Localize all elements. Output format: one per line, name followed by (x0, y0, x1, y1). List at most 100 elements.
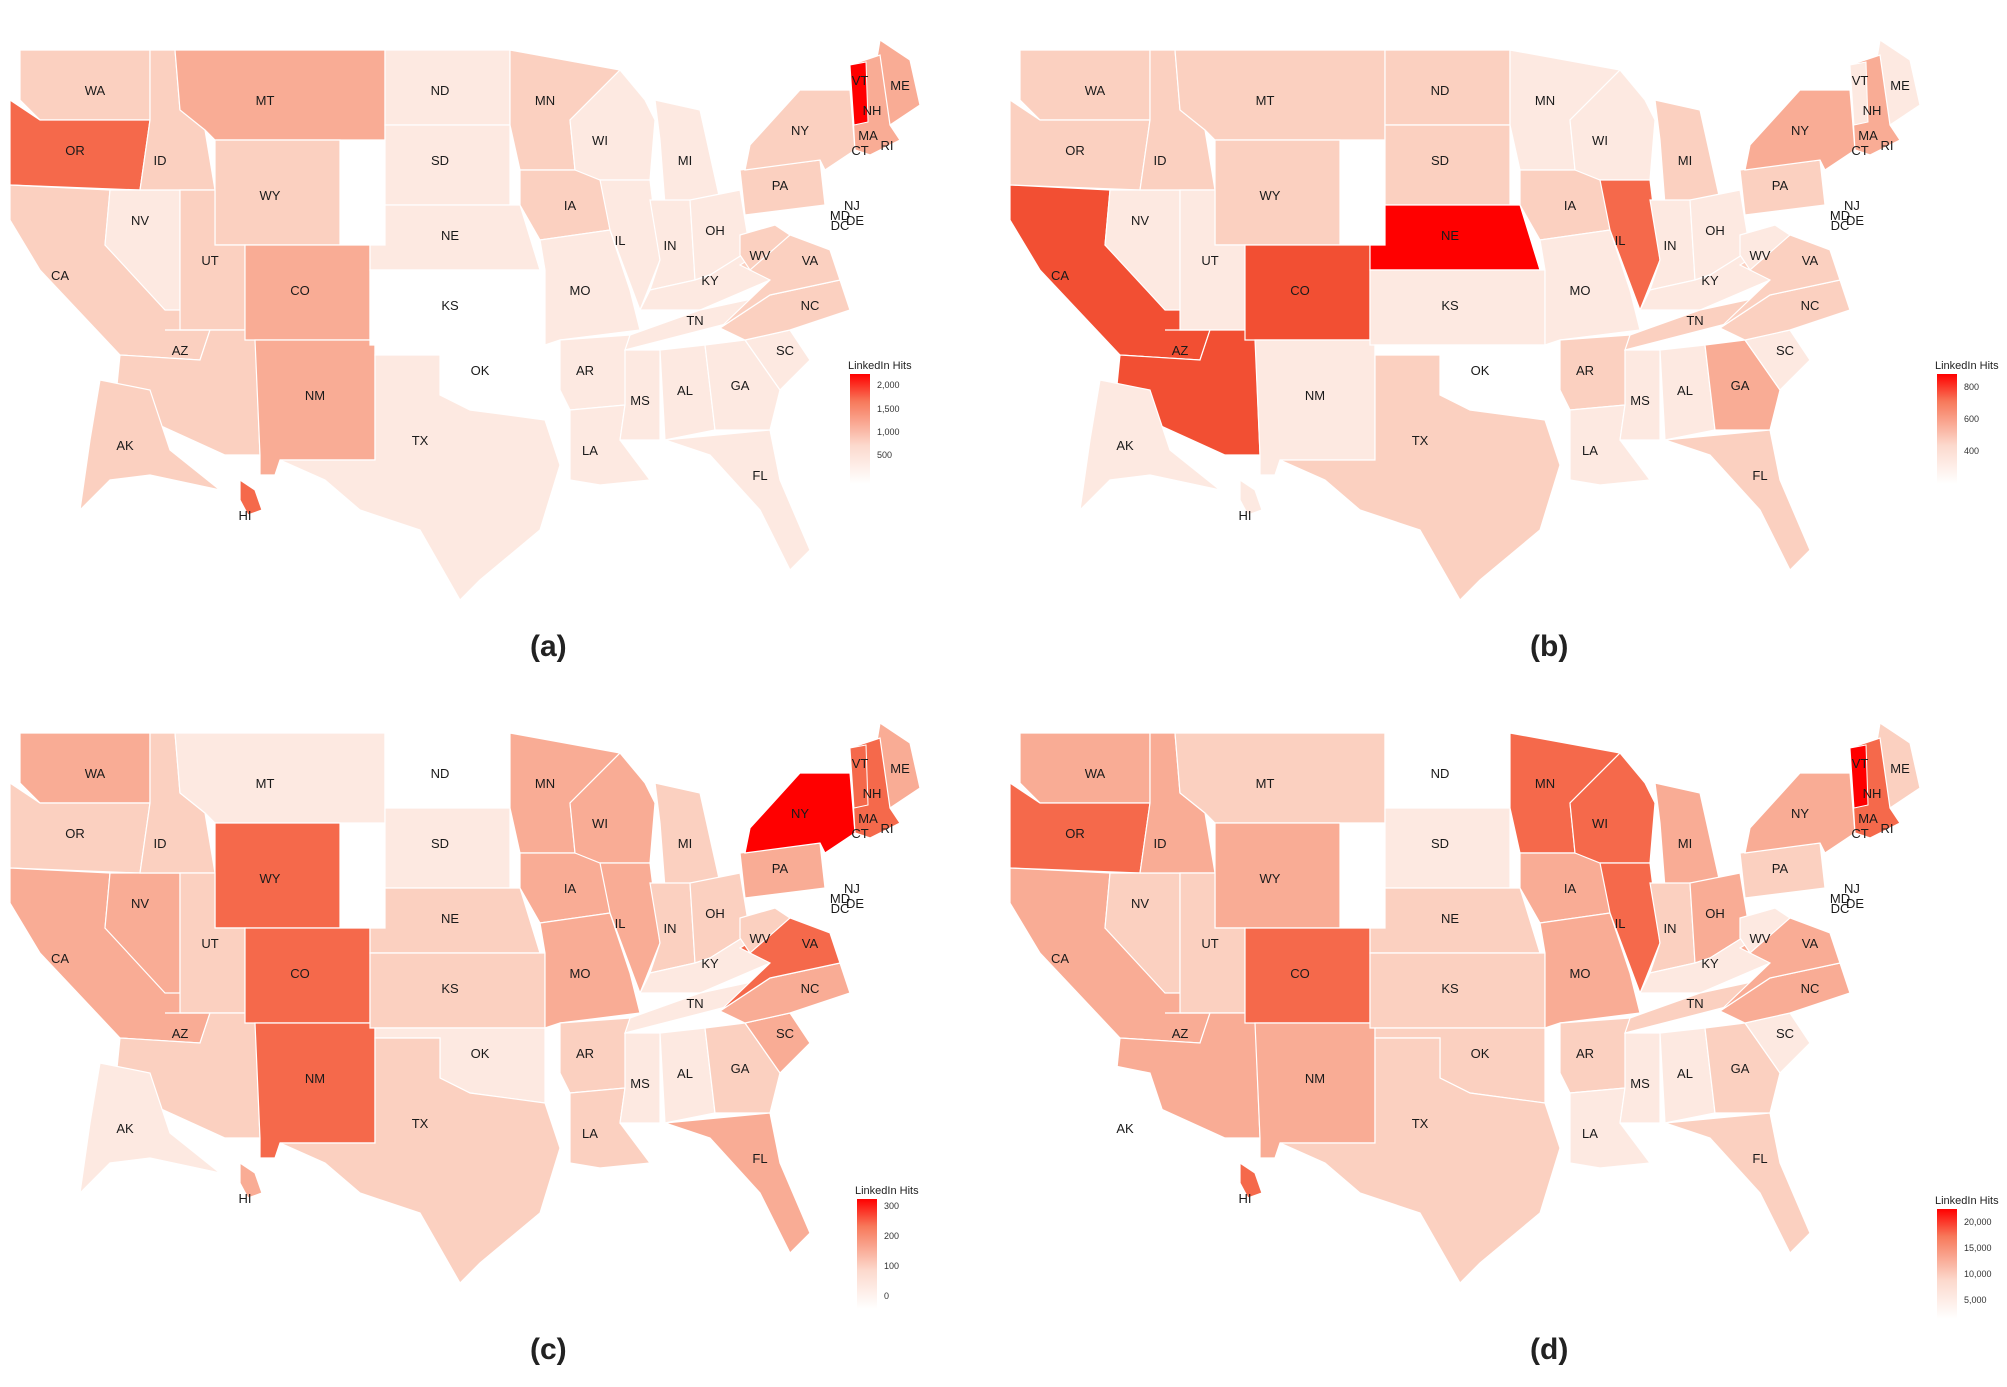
state-label-nh: NH (863, 103, 882, 118)
state-label-nm: NM (305, 388, 325, 403)
state-label-wv: WV (1750, 931, 1771, 946)
state-label-co: CO (290, 966, 310, 981)
state-label-dc: DC (831, 218, 850, 233)
state-label-ma: MA (1858, 811, 1878, 826)
state-label-or: OR (1065, 826, 1085, 841)
state-label-ms: MS (630, 1076, 650, 1091)
legend-color-bar (850, 374, 870, 484)
state-region-wi (1569, 752, 1656, 864)
state-label-az: AZ (172, 343, 189, 358)
state-region-vt (1849, 744, 1869, 809)
state-label-tn: TN (1686, 313, 1703, 328)
state-region-vt (849, 744, 869, 809)
state-region-nm (1254, 339, 1376, 476)
state-region-hi (239, 478, 263, 516)
state-label-in: IN (1664, 238, 1677, 253)
state-label-oh: OH (705, 906, 725, 921)
state-region-il (599, 179, 661, 312)
legend-tick: 200 (876, 1231, 900, 1241)
legend-tick: 5,000 (1957, 1295, 1987, 1305)
state-label-ne: NE (441, 228, 459, 243)
legend-title: LinkedIn Hits (1935, 1195, 1999, 1207)
state-label-ny: NY (1791, 806, 1809, 821)
state-label-sd: SD (1431, 836, 1449, 851)
state-label-mt: MT (256, 93, 275, 108)
state-label-or: OR (65, 826, 85, 841)
state-region-nm (254, 1022, 376, 1159)
state-region-ny (744, 772, 856, 854)
state-label-tn: TN (686, 996, 703, 1011)
map-panel-b: WA OR CA NV ID MT WY UT AZ CO NM ND SD NE KS OK TX MN IA MO… (1000, 10, 2000, 700)
legend-tick: 10,000 (1957, 1269, 1992, 1279)
state-label-mn: MN (1535, 776, 1555, 791)
legend-tick: 800 (1956, 382, 1980, 392)
state-label-vt: VT (1852, 73, 1869, 88)
legend-color-bar (1937, 1209, 1957, 1319)
state-label-va: VA (1802, 936, 1819, 951)
state-label-sc: SC (776, 1026, 794, 1041)
state-region-ky (1639, 932, 1771, 994)
state-label-ky: KY (701, 273, 719, 288)
state-label-wi: WI (592, 816, 608, 831)
state-label-ga: GA (1731, 378, 1750, 393)
state-label-ma: MA (858, 128, 878, 143)
state-region-ky (639, 932, 771, 994)
state-label-oh: OH (1705, 906, 1725, 921)
map-panel-c: WA OR CA NV ID MT WY UT AZ CO NM ND SD NE KS OK TX MN IA MO… (0, 693, 1000, 1383)
state-label-la: LA (1582, 443, 1598, 458)
legend-title: LinkedIn Hits (1935, 360, 1999, 372)
state-label-ct: CT (851, 143, 868, 158)
state-region-ky (1639, 249, 1771, 311)
state-region-ms (619, 349, 661, 441)
state-label-id: ID (154, 153, 167, 168)
state-region-tx (1279, 1037, 1561, 1284)
state-label-ar: AR (1576, 1046, 1594, 1061)
state-label-ri: RI (881, 821, 894, 836)
state-label-mi: MI (1678, 153, 1692, 168)
state-label-ms: MS (1630, 393, 1650, 408)
state-label-fl: FL (1752, 468, 1767, 483)
state-label-ia: IA (564, 881, 577, 896)
state-region-va (1719, 234, 1841, 329)
state-label-ar: AR (1576, 363, 1594, 378)
state-region-hi (239, 1161, 263, 1199)
state-label-ri: RI (881, 138, 894, 153)
state-label-sd: SD (431, 836, 449, 851)
state-region-va (1719, 917, 1841, 1012)
state-region-ga (1704, 1022, 1781, 1114)
state-label-ny: NY (1791, 123, 1809, 138)
state-label-nv: NV (1131, 213, 1149, 228)
state-label-ks: KS (1441, 981, 1459, 996)
state-label-co: CO (1290, 966, 1310, 981)
state-label-fl: FL (1752, 1151, 1767, 1166)
state-label-va: VA (802, 936, 819, 951)
state-region-ny (1744, 772, 1856, 854)
state-label-ri: RI (1881, 138, 1894, 153)
state-label-oh: OH (1705, 223, 1725, 238)
state-label-tn: TN (686, 313, 703, 328)
state-label-va: VA (1802, 253, 1819, 268)
panel-caption: (a) (530, 630, 567, 663)
state-region-va (719, 917, 841, 1012)
state-region-ny (1744, 89, 1856, 171)
state-label-dc: DC (1831, 901, 1850, 916)
state-label-de: DE (846, 213, 864, 228)
state-label-ny: NY (791, 806, 809, 821)
state-label-or: OR (65, 143, 85, 158)
state-label-pa: PA (1772, 861, 1789, 876)
state-label-vt: VT (1852, 756, 1869, 771)
state-label-me: ME (890, 78, 910, 93)
state-label-ne: NE (1441, 228, 1459, 243)
state-region-nm (1254, 1022, 1376, 1159)
state-region-hi (1239, 1161, 1263, 1199)
state-label-vt: VT (852, 73, 869, 88)
legend-tick: 500 (869, 450, 893, 460)
state-label-ne: NE (1441, 911, 1459, 926)
state-label-al: AL (1677, 383, 1693, 398)
legend-tick: 1,500 (870, 404, 900, 414)
state-label-wi: WI (1592, 816, 1608, 831)
state-label-id: ID (1154, 153, 1167, 168)
state-label-mt: MT (256, 776, 275, 791)
state-label-nc: NC (801, 981, 820, 996)
state-label-or: OR (1065, 143, 1085, 158)
